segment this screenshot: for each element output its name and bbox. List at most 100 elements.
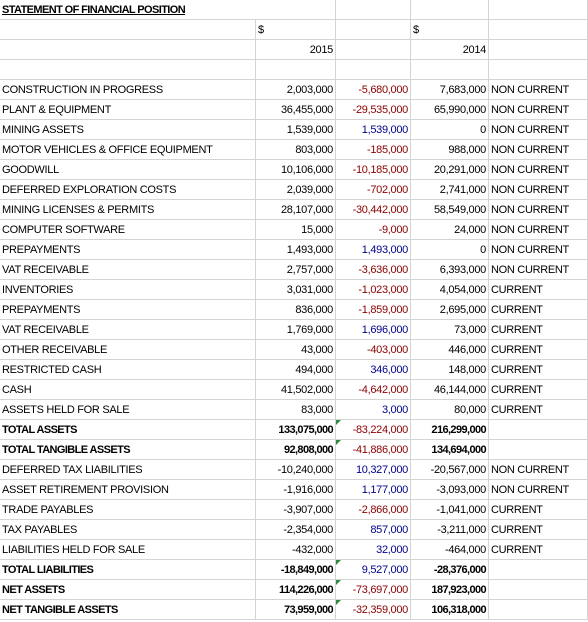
empty-cell (489, 560, 588, 580)
value-2014: 20,291,000 (411, 160, 489, 180)
value-change: 9,527,000 (336, 560, 411, 580)
row-label: LIABILITIES HELD FOR SALE (0, 540, 256, 560)
value-2014: 106,318,000 (411, 600, 489, 620)
value-change: -1,859,000 (336, 300, 411, 320)
row-label: MINING ASSETS (0, 120, 256, 140)
value-2015: 1,493,000 (256, 240, 336, 260)
empty-cell (489, 420, 588, 440)
empty-cell (489, 600, 588, 620)
empty-cell (411, 0, 489, 20)
row-label: ASSET RETIREMENT PROVISION (0, 480, 256, 500)
value-2015: 114,226,000 (256, 580, 336, 600)
value-change: -1,023,000 (336, 280, 411, 300)
classification: CURRENT (489, 360, 588, 380)
value-2015: 10,106,000 (256, 160, 336, 180)
value-change: 3,000 (336, 400, 411, 420)
value-2014: -1,041,000 (411, 500, 489, 520)
value-2014: 73,000 (411, 320, 489, 340)
classification: NON CURRENT (489, 180, 588, 200)
value-change: 1,177,000 (336, 480, 411, 500)
value-change: -41,886,000 (336, 440, 411, 460)
classification: NON CURRENT (489, 80, 588, 100)
value-change: -29,535,000 (336, 100, 411, 120)
row-label: CASH (0, 380, 256, 400)
value-2014: 58,549,000 (411, 200, 489, 220)
row-label: TRADE PAYABLES (0, 500, 256, 520)
value-2015: 2,757,000 (256, 260, 336, 280)
empty-cell (411, 60, 489, 80)
cell-flag (336, 600, 341, 605)
value-2015: 28,107,000 (256, 200, 336, 220)
value-2015: 2,003,000 (256, 80, 336, 100)
value-change: -3,636,000 (336, 260, 411, 280)
cell-flag (336, 420, 341, 425)
classification: CURRENT (489, 380, 588, 400)
row-label: VAT RECEIVABLE (0, 320, 256, 340)
empty-cell (489, 40, 588, 60)
empty-cell (0, 20, 256, 40)
value-2015: 1,539,000 (256, 120, 336, 140)
value-change: 1,539,000 (336, 120, 411, 140)
value-2015: 2,039,000 (256, 180, 336, 200)
value-2014: 148,000 (411, 360, 489, 380)
value-2015: 36,455,000 (256, 100, 336, 120)
value-2015: 15,000 (256, 220, 336, 240)
empty-cell (336, 60, 411, 80)
value-change: -5,680,000 (336, 80, 411, 100)
classification: CURRENT (489, 500, 588, 520)
value-2014: 46,144,000 (411, 380, 489, 400)
value-2015: 1,769,000 (256, 320, 336, 340)
value-2015: 83,000 (256, 400, 336, 420)
value-change: -30,442,000 (336, 200, 411, 220)
value-2015: 3,031,000 (256, 280, 336, 300)
row-label: NET ASSETS (0, 580, 256, 600)
value-change: -73,697,000 (336, 580, 411, 600)
row-label: DEFERRED EXPLORATION COSTS (0, 180, 256, 200)
empty-cell (489, 440, 588, 460)
classification: NON CURRENT (489, 480, 588, 500)
row-label: TOTAL LIABILITIES (0, 560, 256, 580)
classification: CURRENT (489, 540, 588, 560)
currency: $ (411, 20, 489, 40)
classification: CURRENT (489, 400, 588, 420)
value-2014: 6,393,000 (411, 260, 489, 280)
empty-cell (256, 0, 336, 20)
classification: NON CURRENT (489, 460, 588, 480)
row-label: PLANT & EQUIPMENT (0, 100, 256, 120)
value-2014: 446,000 (411, 340, 489, 360)
value-change: 1,493,000 (336, 240, 411, 260)
value-2015: 41,502,000 (256, 380, 336, 400)
row-label: OTHER RECEIVABLE (0, 340, 256, 360)
row-label: TAX PAYABLES (0, 520, 256, 540)
value-2014: -3,093,000 (411, 480, 489, 500)
row-label: TOTAL ASSETS (0, 420, 256, 440)
value-change: -702,000 (336, 180, 411, 200)
classification: NON CURRENT (489, 140, 588, 160)
row-label: TOTAL TANGIBLE ASSETS (0, 440, 256, 460)
value-2015: 803,000 (256, 140, 336, 160)
classification: CURRENT (489, 280, 588, 300)
value-2014: 988,000 (411, 140, 489, 160)
value-2015: -1,916,000 (256, 480, 336, 500)
value-change: 10,327,000 (336, 460, 411, 480)
value-2015: 92,808,000 (256, 440, 336, 460)
value-2015: 836,000 (256, 300, 336, 320)
value-change: 857,000 (336, 520, 411, 540)
value-change: 32,000 (336, 540, 411, 560)
value-change: -32,359,000 (336, 600, 411, 620)
empty-cell (489, 580, 588, 600)
value-2014: 24,000 (411, 220, 489, 240)
row-label: NET TANGIBLE ASSETS (0, 600, 256, 620)
row-label: RESTRICTED CASH (0, 360, 256, 380)
value-change: 1,696,000 (336, 320, 411, 340)
value-2014: 0 (411, 240, 489, 260)
currency: $ (256, 20, 336, 40)
value-2014: 187,923,000 (411, 580, 489, 600)
value-change: -10,185,000 (336, 160, 411, 180)
row-label: MINING LICENSES & PERMITS (0, 200, 256, 220)
cell-flag (336, 440, 341, 445)
value-2015: -18,849,000 (256, 560, 336, 580)
value-2015: -3,907,000 (256, 500, 336, 520)
value-2015: -432,000 (256, 540, 336, 560)
